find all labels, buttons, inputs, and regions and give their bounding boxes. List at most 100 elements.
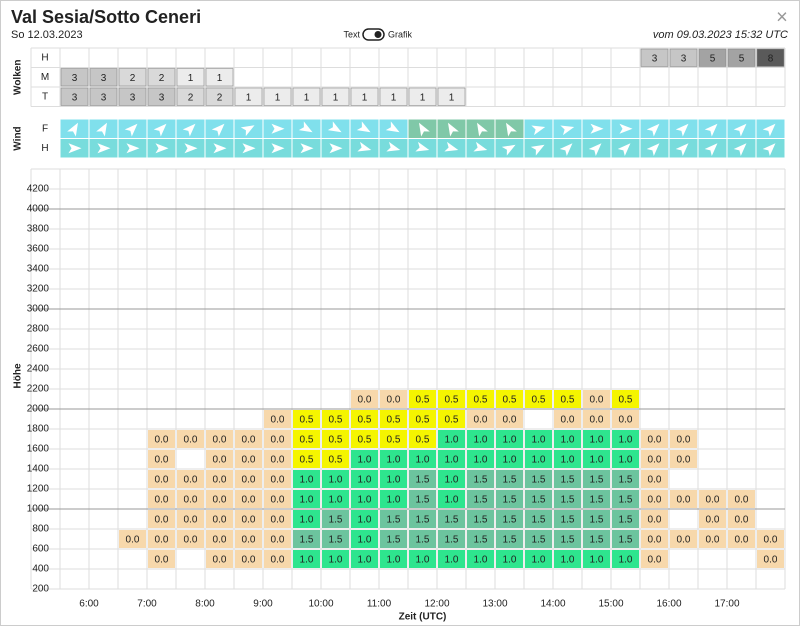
x-tick-label: 8:00 <box>195 599 215 610</box>
profile-cell <box>467 410 494 428</box>
profile-cell <box>409 530 436 548</box>
wind-arrow <box>506 122 517 137</box>
section-label: Höhe <box>13 363 24 388</box>
cloud-cell <box>89 87 118 106</box>
title: Val Sesia/Sotto Ceneri <box>11 7 201 27</box>
profile-value: 1.0 <box>329 475 343 486</box>
wind-arrow <box>531 125 546 136</box>
y-tick-label: 200 <box>32 584 49 595</box>
y-tick-label: 2600 <box>27 344 50 355</box>
cloud-value: 1 <box>420 92 426 103</box>
profile-value: 0.0 <box>242 535 256 546</box>
cloud-value: 1 <box>246 92 252 103</box>
profile-cell <box>148 450 175 468</box>
profile-value: 1.0 <box>561 555 575 566</box>
profile-cell <box>293 510 320 528</box>
profile-value: 1.5 <box>532 475 546 486</box>
profile-cell <box>525 510 552 528</box>
profile-value: 1.0 <box>503 455 517 466</box>
profile-value: 1.5 <box>474 515 488 526</box>
profile-value: 1.0 <box>474 435 488 446</box>
wind-arrow <box>559 143 573 157</box>
profile-value: 0.0 <box>735 535 749 546</box>
profile-cell <box>235 550 262 568</box>
profile-value: 0.0 <box>242 475 256 486</box>
profile-value: 0.5 <box>300 435 314 446</box>
profile-value: 1.5 <box>561 535 575 546</box>
cloud-cell <box>60 87 89 106</box>
x-axis-title: Zeit (UTC) <box>399 612 447 623</box>
profile-cell <box>409 550 436 568</box>
toggle-graphic-label[interactable]: Grafik <box>388 29 413 39</box>
profile-value: 1.5 <box>416 475 430 486</box>
profile-cell <box>264 530 291 548</box>
profile-cell <box>351 550 378 568</box>
profile-value: 0.0 <box>706 515 720 526</box>
profile-cell <box>525 430 552 448</box>
profile-cell <box>554 390 581 408</box>
cloud-value: 2 <box>130 73 136 84</box>
cloud-cell <box>379 87 408 106</box>
profile-value: 0.0 <box>184 435 198 446</box>
profile-cell <box>409 490 436 508</box>
profile-cell <box>467 430 494 448</box>
profile-cell <box>380 490 407 508</box>
profile-cell <box>293 490 320 508</box>
forecast-grid: H 3 3 5 5 8M 3 3 2 2 1 1T 3 3 3 3 2 2 1 1 1 1 1 1 1 1WolkenFHWind… <box>13 47 786 623</box>
close-button[interactable]: × <box>776 6 788 28</box>
profile-value: 1.0 <box>358 475 372 486</box>
wind-arrow <box>96 122 107 137</box>
cloud-cell <box>640 48 669 67</box>
profile-value: 1.5 <box>532 495 546 506</box>
profile-cell <box>177 510 204 528</box>
profile-value: 1.5 <box>619 495 633 506</box>
profile-value: 0.0 <box>271 435 285 446</box>
profile-value: 0.0 <box>184 535 198 546</box>
wind-arrow <box>213 143 227 154</box>
profile-value: 1.0 <box>619 435 633 446</box>
profile-value: 1.0 <box>358 515 372 526</box>
wind-arrow <box>419 122 430 137</box>
profile-cell <box>583 410 610 428</box>
row-label: T <box>42 91 48 102</box>
profile-value: 0.0 <box>271 455 285 466</box>
profile-value: 1.5 <box>474 535 488 546</box>
cloud-value: 3 <box>72 73 78 84</box>
profile-value: 1.0 <box>300 475 314 486</box>
profile-cell <box>380 470 407 488</box>
profile-value: 0.0 <box>184 475 198 486</box>
profile-value: 0.0 <box>155 455 169 466</box>
profile-value: 0.0 <box>213 555 227 566</box>
wind-arrow <box>153 123 167 137</box>
profile-cell <box>380 510 407 528</box>
profile-cell <box>409 450 436 468</box>
toggle-text-label[interactable]: Text <box>343 29 360 39</box>
profile-value: 0.5 <box>416 435 430 446</box>
profile-value: 1.5 <box>387 535 401 546</box>
profile-value: 1.0 <box>358 555 372 566</box>
profile-cell <box>583 510 610 528</box>
profile-value: 0.5 <box>300 455 314 466</box>
cloud-cell <box>147 87 176 106</box>
profile-value: 0.0 <box>677 535 691 546</box>
profile-cell <box>380 530 407 548</box>
profile-cell <box>467 390 494 408</box>
wind-arrow <box>356 121 371 133</box>
profile-cell <box>525 390 552 408</box>
profile-cell <box>583 450 610 468</box>
cloud-cell <box>176 68 205 87</box>
profile-value: 1.5 <box>387 515 401 526</box>
cloud-cell <box>234 87 263 106</box>
y-tick-label: 3800 <box>27 224 50 235</box>
profile-cell <box>496 390 523 408</box>
profile-cell <box>496 430 523 448</box>
cloud-cell <box>118 87 147 106</box>
y-tick-label: 3600 <box>27 244 50 255</box>
profile-value: 1.5 <box>590 495 604 506</box>
profile-value: 1.0 <box>358 455 372 466</box>
cloud-cell <box>727 48 756 67</box>
profile-value: 0.0 <box>503 415 517 426</box>
profile-cell <box>380 450 407 468</box>
profile-cell <box>641 430 668 448</box>
